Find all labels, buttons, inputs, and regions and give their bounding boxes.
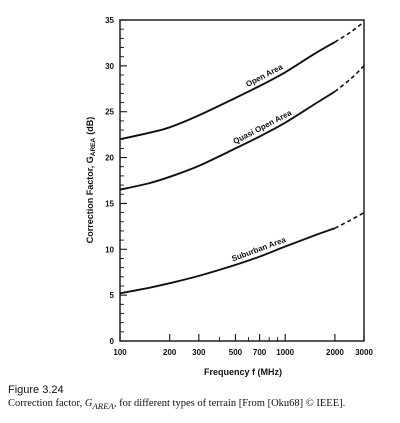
axis-tick-labels: 0 5 10 15 20 25 30 35 100 200 300 500 700 1000 2000 300… bbox=[105, 16, 373, 357]
axis-ticks bbox=[119, 19, 365, 342]
y-axis-label-sub: AREA bbox=[90, 137, 97, 156]
y-tick-label: 25 bbox=[105, 108, 114, 117]
caption-text-before: Correction factor, bbox=[8, 398, 85, 409]
series-suburban-area-line bbox=[119, 227, 336, 295]
plot-frame bbox=[119, 19, 365, 342]
series-lines bbox=[119, 21, 365, 295]
x-tick-label: 500 bbox=[229, 348, 243, 357]
y-tick-label: 10 bbox=[105, 245, 114, 254]
figure-label: Figure 3.24 bbox=[8, 384, 64, 396]
y-axis-label-unit: (dB) bbox=[85, 117, 95, 135]
caption-text-after: , for different types of terrain [From [… bbox=[113, 398, 346, 409]
caption-symbol: G bbox=[84, 398, 93, 409]
x-tick-label: 1000 bbox=[276, 348, 294, 357]
y-tick-label: 20 bbox=[105, 154, 114, 163]
caption-symbol-sub: AREA bbox=[92, 401, 114, 412]
series-suburban-area-extrapolation bbox=[334, 211, 365, 229]
figure-caption: Figure 3.24 Correction factor, GAREA, fo… bbox=[8, 384, 396, 413]
series-quasi-open-area-line bbox=[119, 90, 336, 191]
series-open-area-line bbox=[119, 41, 336, 141]
y-axis-label: Correction Factor, GAREA (dB) bbox=[85, 117, 97, 243]
y-tick-label: 30 bbox=[105, 62, 114, 71]
x-tick-label: 100 bbox=[113, 348, 127, 357]
x-tick-label: 3000 bbox=[355, 348, 373, 357]
y-tick-label: 35 bbox=[105, 16, 114, 25]
y-tick-label: 15 bbox=[105, 199, 114, 208]
chart-svg: 0 5 10 15 20 25 30 35 100 200 300 500 700 1000 2000 300… bbox=[85, 16, 373, 377]
x-tick-label: 700 bbox=[253, 348, 267, 357]
x-tick-label: 300 bbox=[192, 348, 206, 357]
y-tick-label: 0 bbox=[110, 337, 115, 346]
series-open-area-extrapolation bbox=[334, 21, 365, 43]
chart: 0 5 10 15 20 25 30 35 100 200 300 500 700 1000 2000 300… bbox=[85, 16, 373, 377]
series-label-quasi-open-area: Quasi Open Area bbox=[232, 108, 294, 146]
y-tick-label: 5 bbox=[110, 291, 115, 300]
x-axis-label: Frequency f (MHz) bbox=[204, 367, 282, 377]
caption-text: Correction factor, GAREA, for different … bbox=[8, 397, 396, 413]
series-quasi-open-area-extrapolation bbox=[334, 65, 365, 93]
y-axis-label-main: Correction Factor, G bbox=[85, 156, 95, 243]
x-tick-label: 2000 bbox=[326, 348, 344, 357]
x-tick-label: 200 bbox=[163, 348, 177, 357]
